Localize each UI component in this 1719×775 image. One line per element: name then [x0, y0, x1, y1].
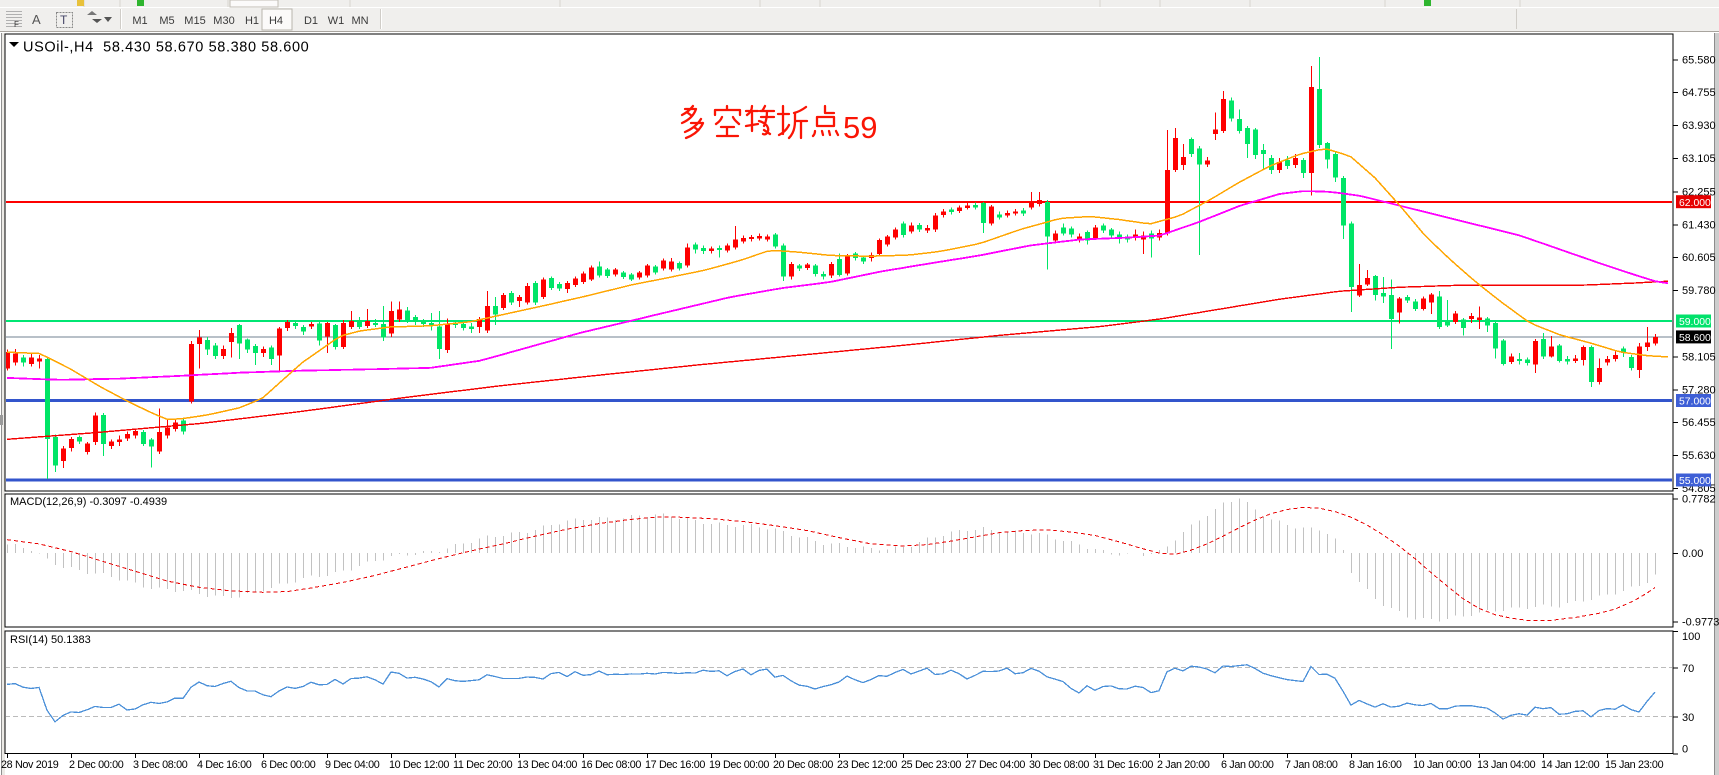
svg-text:USOil-,H4 58.430 58.670 58.38: USOil-,H4 58.430 58.670 58.380 58.600 — [23, 40, 309, 56]
svg-text:57.000: 57.000 — [1679, 397, 1711, 408]
svg-text:7 Jan 08:00: 7 Jan 08:00 — [1285, 759, 1338, 771]
svg-text:63.105: 63.105 — [1682, 153, 1716, 165]
svg-text:MACD(12,26,9) -0.3097 -0.4939: MACD(12,26,9) -0.3097 -0.4939 — [10, 496, 167, 508]
svg-text:30 Dec 08:00: 30 Dec 08:00 — [1029, 759, 1089, 771]
svg-text:64.755: 64.755 — [1682, 87, 1716, 99]
svg-text:11 Dec 20:00: 11 Dec 20:00 — [453, 759, 513, 771]
svg-text:H4: H4 — [269, 15, 283, 27]
svg-text:13 Jan 04:00: 13 Jan 04:00 — [1477, 759, 1536, 771]
svg-text:55.630: 55.630 — [1682, 450, 1716, 462]
svg-text:0.00: 0.00 — [1682, 548, 1703, 560]
svg-text:59: 59 — [843, 110, 877, 145]
svg-text:57.280: 57.280 — [1682, 384, 1716, 396]
svg-text:58.105: 58.105 — [1682, 352, 1716, 364]
svg-text:W1: W1 — [328, 15, 345, 27]
svg-text:2 Dec 00:00: 2 Dec 00:00 — [69, 759, 124, 771]
svg-text:15 Jan 23:00: 15 Jan 23:00 — [1605, 759, 1664, 771]
svg-text:17 Dec 16:00: 17 Dec 16:00 — [645, 759, 705, 771]
svg-text:63.930: 63.930 — [1682, 120, 1716, 132]
svg-text:25 Dec 23:00: 25 Dec 23:00 — [901, 759, 961, 771]
svg-text:6 Dec 00:00: 6 Dec 00:00 — [261, 759, 316, 771]
svg-text:20 Dec 08:00: 20 Dec 08:00 — [773, 759, 833, 771]
svg-text:10 Jan 00:00: 10 Jan 00:00 — [1413, 759, 1472, 771]
svg-text:59.780: 59.780 — [1682, 285, 1716, 297]
svg-text:H1: H1 — [245, 15, 259, 27]
svg-text:0.7782: 0.7782 — [1682, 493, 1716, 505]
svg-text:59.000: 59.000 — [1679, 317, 1711, 328]
svg-text:23 Dec 12:00: 23 Dec 12:00 — [837, 759, 897, 771]
svg-text:-0.9773: -0.9773 — [1682, 617, 1719, 629]
svg-text:31 Dec 16:00: 31 Dec 16:00 — [1093, 759, 1153, 771]
svg-text:M30: M30 — [213, 15, 234, 27]
svg-text:M1: M1 — [132, 15, 147, 27]
svg-text:3 Dec 08:00: 3 Dec 08:00 — [133, 759, 188, 771]
svg-text:6 Jan 00:00: 6 Jan 00:00 — [1221, 759, 1274, 771]
svg-text:RSI(14) 50.1383: RSI(14) 50.1383 — [10, 634, 91, 646]
svg-text:55.000: 55.000 — [1679, 476, 1711, 487]
svg-text:30: 30 — [1682, 712, 1694, 724]
svg-text:100: 100 — [1682, 631, 1700, 643]
svg-text:19 Dec 00:00: 19 Dec 00:00 — [709, 759, 769, 771]
svg-text:A: A — [32, 12, 41, 27]
svg-text:70: 70 — [1682, 663, 1694, 675]
svg-text:4 Dec 16:00: 4 Dec 16:00 — [197, 759, 252, 771]
svg-text:F: F — [14, 20, 19, 29]
svg-text:60.605: 60.605 — [1682, 252, 1716, 264]
svg-text:0: 0 — [1682, 744, 1688, 756]
svg-text:10 Dec 12:00: 10 Dec 12:00 — [389, 759, 449, 771]
svg-text:56.455: 56.455 — [1682, 417, 1716, 429]
svg-text:14 Jan 12:00: 14 Jan 12:00 — [1541, 759, 1600, 771]
svg-text:T: T — [60, 13, 68, 27]
svg-text:9 Dec 04:00: 9 Dec 04:00 — [325, 759, 380, 771]
svg-text:28 Nov 2019: 28 Nov 2019 — [1, 759, 59, 771]
svg-text:M15: M15 — [184, 15, 205, 27]
svg-text:61.430: 61.430 — [1682, 219, 1716, 231]
svg-text:8 Jan 16:00: 8 Jan 16:00 — [1349, 759, 1402, 771]
svg-text:2 Jan 20:00: 2 Jan 20:00 — [1157, 759, 1210, 771]
svg-text:D1: D1 — [304, 15, 318, 27]
svg-text:MN: MN — [351, 15, 368, 27]
svg-text:65.580: 65.580 — [1682, 54, 1716, 66]
svg-text:13 Dec 04:00: 13 Dec 04:00 — [517, 759, 577, 771]
svg-text:62.000: 62.000 — [1679, 198, 1711, 209]
svg-text:M5: M5 — [159, 15, 174, 27]
svg-text:58.600: 58.600 — [1679, 333, 1711, 344]
svg-text:27 Dec 04:00: 27 Dec 04:00 — [965, 759, 1025, 771]
svg-text:16 Dec 08:00: 16 Dec 08:00 — [581, 759, 641, 771]
